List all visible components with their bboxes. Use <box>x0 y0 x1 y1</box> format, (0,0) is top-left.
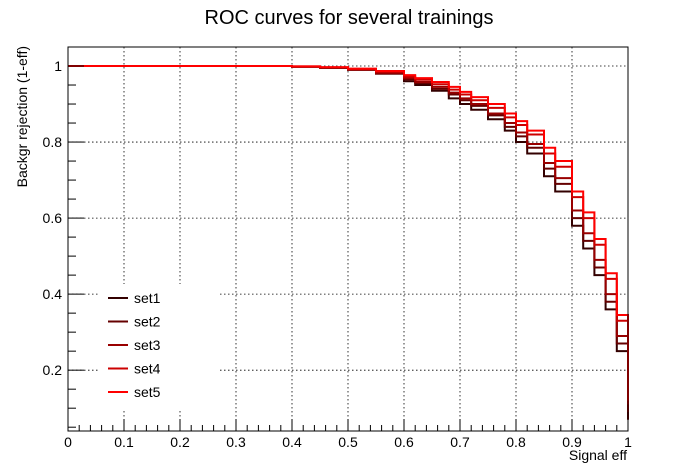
y-tick-label: 0.8 <box>43 134 63 150</box>
legend-box <box>100 284 220 410</box>
chart-title: ROC curves for several trainings <box>205 7 494 29</box>
y-tick-label: 0.2 <box>43 362 63 378</box>
x-tick-label: 0.8 <box>506 434 526 450</box>
x-tick-label: 0.2 <box>170 434 190 450</box>
legend-label: set1 <box>134 290 161 306</box>
x-tick-label: 0.9 <box>562 434 582 450</box>
y-tick-label: 1 <box>54 58 62 74</box>
x-tick-label: 0.5 <box>338 434 358 450</box>
x-tick-label: 0.6 <box>394 434 414 450</box>
x-axis-label: Signal eff <box>569 447 627 463</box>
y-tick-label: 0.4 <box>43 286 63 302</box>
y-axis-label: Backgr rejection (1-eff) <box>14 46 30 187</box>
x-tick-label: 0.1 <box>114 434 134 450</box>
x-tick-label: 1 <box>624 434 632 450</box>
legend-label: set3 <box>134 337 161 353</box>
legend-label: set5 <box>134 384 161 400</box>
legend: set1 set2 set3 set4 set5 <box>100 284 220 410</box>
x-tick-label: 0 <box>64 434 72 450</box>
x-tick-label: 0.3 <box>226 434 246 450</box>
legend-label: set2 <box>134 314 161 330</box>
legend-label: set4 <box>134 361 161 377</box>
curves <box>68 65 629 420</box>
x-tick-label: 0.7 <box>450 434 470 450</box>
roc-curve-set5 <box>68 65 629 401</box>
x-tick-label: 0.4 <box>282 434 302 450</box>
axis-ticks: 0 0.1 0.2 0.3 0.4 0.5 0.6 0.7 0.8 0.9 1 0.2 0.4 0.6 0.… <box>43 58 633 450</box>
y-tick-label: 0.6 <box>43 210 63 226</box>
